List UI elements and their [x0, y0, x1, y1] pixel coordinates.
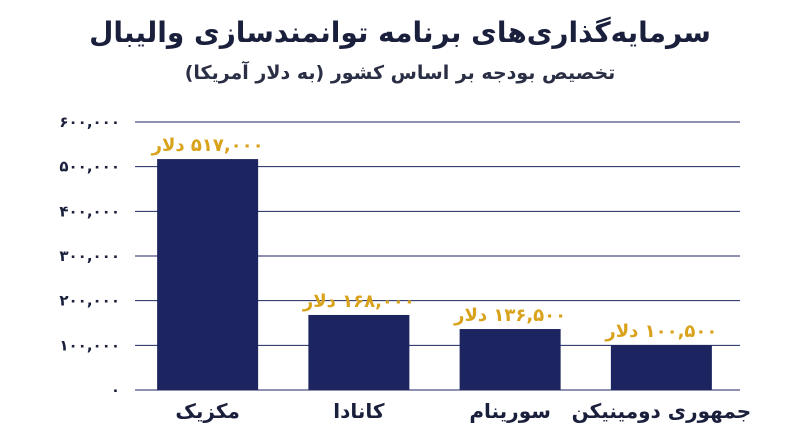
bar: [459, 329, 561, 390]
bar: [308, 314, 410, 390]
y-tick-label: ۰: [111, 381, 120, 399]
y-tick-label: ۱۰۰,۰۰۰: [59, 336, 120, 354]
bar-value-label: ۱۶۸,۰۰۰ دلار: [302, 291, 415, 312]
category-label: مکزیک: [175, 399, 239, 423]
y-tick-label: ۴۰۰,۰۰۰: [59, 202, 120, 220]
chart-title: سرمایه‌گذاری‌های برنامه توانمندسازی والی…: [89, 16, 711, 49]
y-tick-label: ۳۰۰,۰۰۰: [59, 247, 120, 265]
category-label: کانادا: [333, 399, 385, 423]
category-label: سورینام: [469, 399, 551, 423]
y-tick-label: ۲۰۰,۰۰۰: [59, 292, 120, 310]
y-tick-label: ۶۰۰,۰۰۰: [59, 113, 120, 131]
y-axis-ticks: ۰ ۱۰۰,۰۰۰ ۲۰۰,۰۰۰ ۳۰۰,۰۰۰ ۴۰۰,۰۰۰ ۵۰۰,۰۰۰ ۶۰۰,…: [59, 113, 120, 399]
bar-value-label: ۱۳۶,۵۰۰ دلار: [453, 305, 566, 326]
bars: [157, 159, 712, 390]
y-tick-label: ۵۰۰,۰۰۰: [59, 158, 120, 176]
x-axis-categories: مکزیک کانادا سورینام جمهوری دومینیکن: [175, 399, 751, 423]
bar-value-label: ۱۰۰,۵۰۰ دلار: [604, 321, 717, 342]
category-label: جمهوری دومینیکن: [572, 399, 752, 423]
bar: [157, 159, 259, 390]
bar: [610, 345, 712, 390]
chart-subtitle: تخصیص بودجه بر اساس کشور (به دلار آمریکا…: [184, 62, 616, 84]
data-labels: ۵۱۷,۰۰۰ دلار ۱۶۸,۰۰۰ دلار ۱۳۶,۵۰۰ دلار ۱۰۰,…: [151, 135, 718, 342]
bar-value-label: ۵۱۷,۰۰۰ دلار: [151, 135, 264, 156]
